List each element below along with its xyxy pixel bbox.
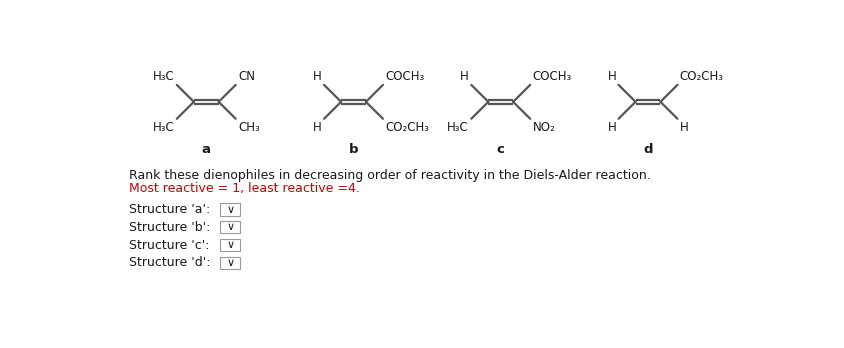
Text: CN: CN	[238, 70, 255, 82]
Bar	[220, 221, 241, 234]
Text: Structure 'b':: Structure 'b':	[129, 221, 210, 234]
Text: CO₂CH₃: CO₂CH₃	[679, 70, 724, 82]
Text: COCH₃: COCH₃	[533, 70, 571, 82]
Text: ∨: ∨	[226, 205, 235, 215]
Text: b: b	[349, 143, 358, 156]
Bar	[220, 239, 241, 251]
Bar	[220, 204, 241, 216]
Text: Structure 'c':: Structure 'c':	[129, 238, 209, 252]
Text: H: H	[313, 121, 322, 134]
Text: ∨: ∨	[226, 222, 235, 232]
Text: Structure 'd':: Structure 'd':	[129, 256, 210, 269]
Text: Rank these dienophiles in decreasing order of reactivity in the Diels-Alder reac: Rank these dienophiles in decreasing ord…	[129, 169, 651, 182]
Text: H: H	[608, 121, 616, 134]
Text: Structure 'a':: Structure 'a':	[129, 203, 210, 216]
Text: CH₃: CH₃	[238, 121, 260, 134]
Text: ∨: ∨	[226, 258, 235, 268]
Bar	[220, 256, 241, 269]
Text: c: c	[497, 143, 505, 156]
Text: Most reactive = 1, least reactive =4.: Most reactive = 1, least reactive =4.	[129, 182, 360, 195]
Text: COCH₃: COCH₃	[385, 70, 425, 82]
Text: ∨: ∨	[226, 240, 235, 250]
Text: H₃C: H₃C	[153, 70, 175, 82]
Text: H: H	[460, 70, 469, 82]
Text: H₃C: H₃C	[447, 121, 469, 134]
Text: d: d	[643, 143, 652, 156]
Text: H₃C: H₃C	[153, 121, 175, 134]
Text: a: a	[202, 143, 211, 156]
Text: H: H	[313, 70, 322, 82]
Text: H: H	[679, 121, 689, 134]
Text: CO₂CH₃: CO₂CH₃	[385, 121, 430, 134]
Text: H: H	[608, 70, 616, 82]
Text: NO₂: NO₂	[533, 121, 555, 134]
